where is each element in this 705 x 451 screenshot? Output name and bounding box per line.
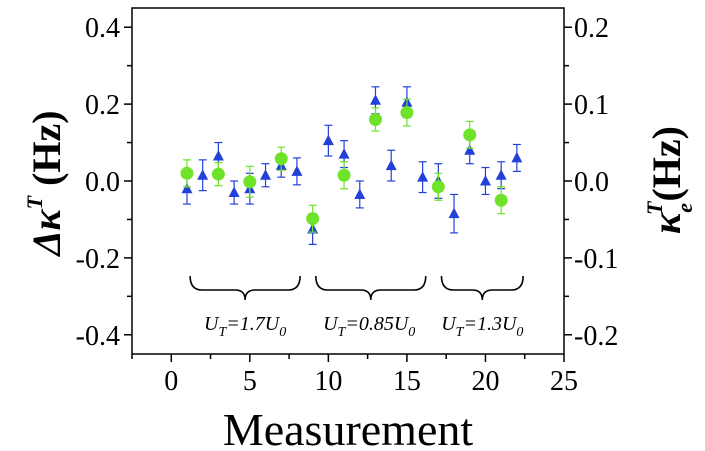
y-left-axis-ticks: -0.4 -0.2 0.0 0.2 0.4 xyxy=(76,13,132,352)
y-right-axis-ticks: -0.2 -0.1 0.0 0.1 0.2 xyxy=(564,13,618,352)
data-point-triangle xyxy=(464,144,476,155)
data-point-triangle xyxy=(197,169,209,180)
x-tick-label: 5 xyxy=(243,366,257,397)
data-series xyxy=(180,86,523,246)
x-tick-label: 20 xyxy=(471,366,499,397)
y-left-tick-label: 0.0 xyxy=(85,167,120,198)
svg-text:ΔκT (Hz): ΔκT (Hz) xyxy=(22,110,69,257)
series-circle xyxy=(180,98,508,233)
y-right-axis-label: κeT(Hz) xyxy=(642,126,697,234)
data-point-circle xyxy=(368,112,382,126)
y-right-tick-label: 0.2 xyxy=(574,13,609,44)
x-axis-label: Measurement xyxy=(223,404,474,451)
data-point-circle xyxy=(180,166,194,180)
data-point-triangle xyxy=(369,94,381,105)
y-right-tick-label: -0.2 xyxy=(574,321,618,352)
y-right-tick-label: 0.1 xyxy=(574,90,609,121)
data-point-triangle xyxy=(322,134,334,146)
group-label: UT=1.7U0 xyxy=(204,313,286,340)
x-tick-label: 10 xyxy=(314,366,342,397)
x-axis-ticks: 0 5 10 15 20 25 xyxy=(131,354,578,397)
group-label: UT=0.85U0 xyxy=(323,313,415,340)
svg-text:κeT(Hz): κeT(Hz) xyxy=(642,126,697,234)
y-left-tick-label: 0.4 xyxy=(85,13,120,44)
y-right-tick-label: 0.0 xyxy=(574,167,609,198)
data-point-circle xyxy=(463,128,477,142)
group-brace xyxy=(314,275,427,301)
data-point-circle xyxy=(306,212,320,226)
data-point-circle xyxy=(400,106,414,120)
group-brace xyxy=(440,275,524,301)
group-brace xyxy=(189,275,301,301)
data-point-triangle xyxy=(385,159,397,171)
group-label: UT=1.3U0 xyxy=(441,313,523,340)
data-point-triangle xyxy=(354,188,366,199)
data-point-triangle xyxy=(479,175,491,186)
plot-frame xyxy=(131,7,565,355)
data-point-triangle xyxy=(417,171,429,182)
data-point-circle xyxy=(337,168,351,182)
data-point-triangle xyxy=(448,207,460,219)
series-triangle xyxy=(181,86,523,246)
data-point-circle xyxy=(211,167,225,181)
y-left-tick-label: -0.4 xyxy=(76,321,120,352)
data-point-circle xyxy=(274,152,288,166)
group-annotations: UT=1.7U0 UT=0.85U0 UT=1.3U0 xyxy=(189,275,524,340)
data-point-triangle xyxy=(181,182,193,194)
x-tick-label: 25 xyxy=(550,366,578,397)
data-point-triangle xyxy=(212,150,224,161)
data-point-circle xyxy=(243,175,257,189)
x-tick-label: 15 xyxy=(393,366,421,397)
y-right-tick-label: -0.1 xyxy=(574,244,618,275)
data-point-triangle xyxy=(511,151,523,163)
data-point-triangle xyxy=(495,169,507,180)
data-point-circle xyxy=(431,180,445,194)
y-left-tick-label: -0.2 xyxy=(76,244,120,275)
data-point-triangle xyxy=(338,148,350,159)
y-left-tick-label: 0.2 xyxy=(85,90,120,121)
data-point-triangle xyxy=(228,186,240,198)
data-point-triangle xyxy=(260,169,272,180)
x-tick-label: 0 xyxy=(164,366,178,397)
y-left-axis-label: ΔκT (Hz) xyxy=(22,110,69,257)
data-point-triangle xyxy=(291,165,303,176)
data-point-circle xyxy=(494,193,508,207)
